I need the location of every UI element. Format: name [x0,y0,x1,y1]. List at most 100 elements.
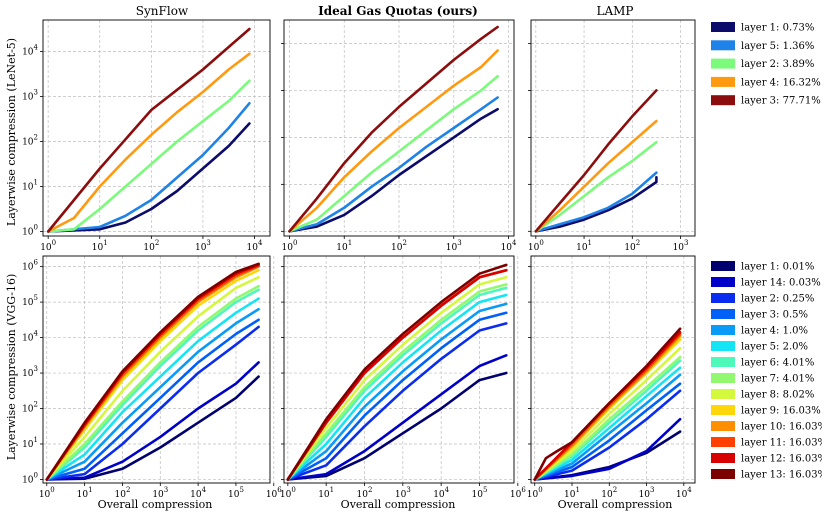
series-line [46,79,251,233]
legend-swatch [711,325,735,335]
legend-label: layer 12: 16.03% [741,454,822,465]
axes-frame [42,19,271,237]
legend-swatch [711,309,735,319]
xlabel-synflow: Overall compression [98,498,213,511]
series-line [45,284,260,481]
legend-label: layer 4: 16.32% [741,77,821,88]
legend-label: layer 11: 16.03% [741,438,822,449]
x-tick-label: 105 [472,486,488,500]
series-line [286,268,508,481]
legend-label: layer 5: 1.36% [741,41,814,52]
series-line [533,382,682,481]
legend-swatch [711,389,735,399]
series-line [534,89,658,233]
legend-label: layer 1: 0.01% [741,262,814,273]
x-tick-label: 100 [282,239,298,253]
x-tick-label: 100 [527,486,543,500]
series-line [45,318,260,481]
x-tick-label: 101 [336,239,352,253]
legend-vgg: layer 1: 0.01% layer 14: 0.03% layer 2: 0.… [711,261,822,481]
series-line [45,361,260,481]
series-line [533,366,682,481]
y-tick-label: 105 [22,294,38,308]
series-line [286,276,508,481]
panel-1-1: 100 101 102 103 104 105 106 [280,255,526,500]
legend-swatch [711,58,735,69]
x-tick-label: 103 [446,239,462,253]
legend-lenet: layer 1: 0.73% layer 5: 1.36% layer 2: 3.8… [711,22,821,107]
legend-swatch [711,341,735,351]
legend-label: layer 5: 2.0% [741,342,808,353]
series-line [45,307,260,481]
x-tick-label: 104 [433,486,449,500]
legend-swatch [711,293,735,303]
series-line [45,288,260,481]
series-line [533,346,682,481]
series-line [46,52,251,233]
legend-swatch [711,469,735,479]
x-tick-label: 101 [77,486,93,500]
legend-label: layer 14: 0.03% [741,278,821,289]
series-line [288,96,499,233]
legend-label: layer 3: 0.5% [741,310,808,321]
series-line [533,327,682,481]
title-synflow: SynFlow [136,4,189,18]
legend-label: layer 4: 1.0% [741,326,808,337]
x-tick-label: 102 [143,239,159,253]
x-tick-label: 103 [639,486,655,500]
x-tick-label: 101 [92,239,108,253]
series-line [288,25,499,233]
legend-label: layer 10: 16.03% [741,422,822,433]
x-tick-label: 104 [247,239,263,253]
series-line [533,373,682,481]
series-line [534,140,658,233]
y-tick-label: 104 [22,330,38,344]
series-line [286,293,508,481]
legend-label: layer 3: 77.71% [741,96,821,107]
x-tick-label: 103 [152,486,168,500]
x-tick-label: 106 [266,486,282,500]
panel-0-0: 100 101 102 103 104 100 101 102 103 104 [22,19,271,253]
x-tick-label: 105 [228,486,244,500]
panel-1-2: 100 101 102 103 104 [527,255,696,500]
legend-swatch [711,22,735,32]
series-line [286,283,508,481]
x-tick-label: 104 [676,486,692,500]
legend-label: layer 8: 8.02% [741,390,814,401]
title-lamp: LAMP [597,4,634,18]
legend-label: layer 2: 0.25% [741,294,814,305]
series-line [533,417,682,481]
x-tick-label: 102 [624,239,640,253]
series-line [46,27,251,233]
x-tick-label: 101 [576,239,592,253]
y-tick-label: 103 [22,89,38,103]
series-line [286,302,508,481]
x-tick-label: 102 [114,486,130,500]
legend-label: layer 2: 3.89% [741,59,814,70]
legend-swatch [711,76,735,87]
series-line [45,297,260,481]
axes-frame [42,255,271,484]
legend-swatch [711,453,735,463]
x-tick-label: 100 [39,486,55,500]
series-line [286,286,508,481]
series-line [45,276,260,481]
series-line [534,119,658,233]
y-tick-label: 101 [22,179,38,193]
series-line [46,122,251,233]
x-tick-label: 102 [391,239,407,253]
xlabel-lamp: Overall compression [558,498,673,511]
panels: 100 101 102 103 104 100 101 102 103 104 100 101 102 1… [22,19,696,500]
axes-frame [530,255,696,484]
legend-swatch [711,40,735,51]
x-tick-label: 103 [673,239,689,253]
series-line [288,49,499,233]
panel-0-2: 100 101 102 103 [528,19,696,253]
legend-label: layer 9: 16.03% [741,406,821,417]
x-tick-label: 102 [357,486,373,500]
legend-swatch [711,373,735,383]
series-line [288,75,499,233]
legend-swatch [711,277,735,287]
legend-label: layer 1: 0.73% [741,23,814,34]
